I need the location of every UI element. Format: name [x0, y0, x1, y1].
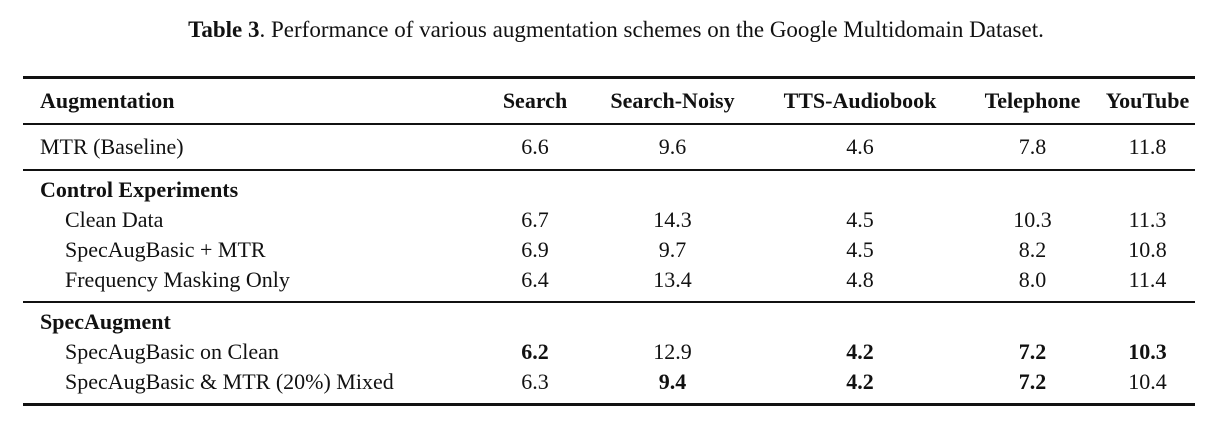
cell-tts-audiobook: 4.8	[846, 267, 874, 292]
header-tts-audiobook: TTS-Audiobook	[755, 76, 965, 124]
table-caption: Table 3. Performance of various augmenta…	[0, 14, 1232, 46]
cell-youtube: 10.8	[1128, 237, 1167, 262]
header-youtube: YouTube	[1100, 76, 1195, 124]
table-row: SpecAugBasic & MTR (20%) Mixed 6.3 9.4 4…	[23, 367, 1195, 406]
row-name: SpecAugBasic & MTR (20%) Mixed	[23, 367, 480, 406]
row-name: Clean Data	[65, 207, 164, 232]
cell-tts-audiobook: 4.2	[846, 339, 874, 364]
results-table: Augmentation Search Search-Noisy TTS-Aud…	[23, 76, 1195, 406]
row-name: Frequency Masking Only	[65, 267, 290, 292]
cell-telephone: 7.8	[965, 123, 1100, 170]
cell-tts-audiobook: 4.6	[755, 123, 965, 170]
cell-tts-audiobook: 4.5	[846, 237, 874, 262]
table-row: Frequency Masking Only 6.4 13.4 4.8 8.0 …	[23, 265, 1195, 302]
cell-tts-audiobook: 4.2	[755, 367, 965, 406]
cell-telephone: 7.2	[1018, 339, 1047, 364]
row-name: SpecAugBasic + MTR	[65, 237, 266, 262]
cell-telephone: 10.3	[1013, 207, 1052, 232]
cell-search: 6.9	[521, 237, 549, 262]
cell-search-noisy: 9.7	[658, 237, 687, 262]
cell-search-noisy: 9.6	[590, 123, 755, 170]
table-row: Clean Data 6.7 14.3 4.5 10.3 11.3	[23, 205, 1195, 235]
cell-youtube: 11.8	[1100, 123, 1195, 170]
row-name: SpecAugBasic on Clean	[65, 339, 279, 364]
cell-search: 6.6	[480, 123, 590, 170]
cell-telephone: 8.2	[1018, 237, 1047, 262]
cell-telephone: 8.0	[1018, 267, 1047, 292]
cell-search: 6.2	[521, 339, 549, 364]
cell-search: 6.4	[521, 267, 549, 292]
cell-search-noisy: 14.3	[653, 207, 692, 232]
cell-youtube: 10.4	[1100, 367, 1195, 406]
cell-youtube: 11.4	[1128, 267, 1167, 292]
cell-search-noisy: 9.4	[590, 367, 755, 406]
table-header-row: Augmentation Search Search-Noisy TTS-Aud…	[23, 76, 1195, 124]
cell-search: 6.7	[521, 207, 549, 232]
cell-youtube: 11.3	[1128, 207, 1167, 232]
group-title-row: Control Experiments	[23, 169, 1195, 205]
header-search-noisy: Search-Noisy	[590, 76, 755, 124]
group-title-control: Control Experiments	[23, 169, 1195, 205]
cell-telephone: 7.2	[965, 367, 1100, 406]
cell-search-noisy: 12.9	[653, 339, 692, 364]
table-caption-label: Table 3	[188, 17, 260, 42]
header-telephone: Telephone	[965, 76, 1100, 124]
table-row: SpecAugBasic + MTR 6.9 9.7 4.5 8.2 10.8	[23, 235, 1195, 265]
group-title-specaugment: SpecAugment	[23, 301, 1195, 337]
header-augmentation: Augmentation	[23, 76, 480, 124]
table-caption-text: . Performance of various augmentation sc…	[259, 17, 1044, 42]
table-row: SpecAugBasic on Clean 6.2 12.9 4.2 7.2 1…	[23, 337, 1195, 367]
group-title-row: SpecAugment	[23, 301, 1195, 337]
header-search: Search	[480, 76, 590, 124]
row-name: MTR (Baseline)	[23, 123, 480, 170]
cell-search: 6.3	[480, 367, 590, 406]
cell-youtube: 10.3	[1128, 339, 1167, 364]
cell-search-noisy: 13.4	[653, 267, 692, 292]
table-row-baseline: MTR (Baseline) 6.6 9.6 4.6 7.8 11.8	[23, 123, 1195, 170]
cell-tts-audiobook: 4.5	[846, 207, 874, 232]
